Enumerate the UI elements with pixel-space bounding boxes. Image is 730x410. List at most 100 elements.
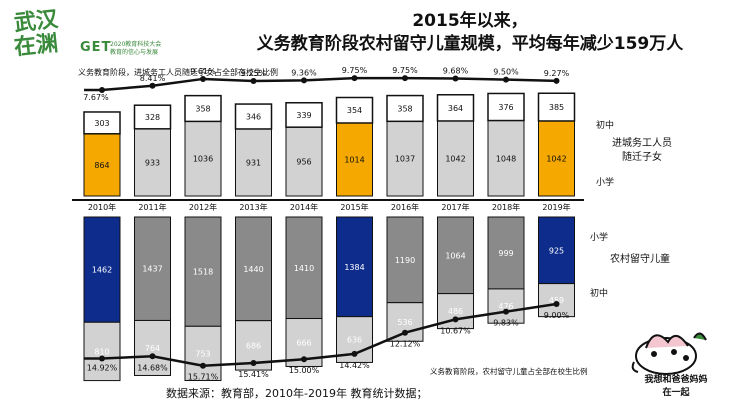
label-migrant-share: 9.27% (544, 69, 570, 78)
label-leftbehind-primary: 1437 (142, 265, 162, 274)
label-leftbehind-primary: 1462 (92, 266, 112, 275)
label-leftbehind-primary: 1064 (445, 251, 465, 260)
label-leftbehind-junior: 686 (246, 341, 261, 350)
bar-migrant-junior (537, 92, 576, 122)
bar-migrant-junior (436, 94, 475, 122)
bar-leftbehind-primary (538, 216, 575, 285)
bar-migrant-junior (83, 111, 121, 135)
bar-leftbehind-junior (487, 288, 525, 324)
label-leftbehind-primary: 1384 (344, 263, 364, 272)
bar-leftbehind-primary (235, 216, 272, 322)
label-leftbehind-share: 14.68% (137, 363, 168, 372)
bar-leftbehind-primary (83, 216, 121, 323)
bar-migrant-junior (335, 96, 374, 124)
label-migrant-junior: 303 (94, 119, 109, 128)
bar-leftbehind-primary (184, 216, 222, 327)
bar-migrant-primary (487, 120, 525, 197)
point-migrant-share (250, 77, 257, 84)
label-leftbehind-share: 14.92% (87, 363, 118, 372)
label-migrant-share: 9.75% (342, 66, 368, 75)
label-migrant-share: 9.50% (493, 68, 519, 77)
point-leftbehind-share (351, 350, 358, 357)
point-migrant-share (351, 75, 358, 82)
label-migrant-junior: 339 (296, 111, 311, 120)
x-tick-label: 2013年 (239, 202, 267, 212)
bar-leftbehind-junior (184, 325, 222, 382)
label-leftbehind-junior: 486 (448, 307, 463, 316)
bottom-series-label: 义务教育阶段，农村留守儿童占全部在校生比例 (430, 366, 588, 376)
point-leftbehind-share (250, 359, 257, 366)
point-migrant-share (402, 75, 408, 82)
bar-leftbehind-primary (336, 216, 373, 318)
bar-migrant-junior (133, 104, 172, 130)
point-leftbehind-share (402, 329, 408, 336)
legend-top-group-line1: 进城务工人员 (612, 136, 672, 149)
chart-title: 2015年以来， 义务教育阶段农村留守儿童规模，平均每年减少159万人 (220, 10, 720, 56)
label-migrant-share: 9.61% (190, 67, 216, 76)
point-leftbehind-share (301, 356, 307, 363)
label-migrant-share: 9.75% (392, 66, 418, 75)
point-leftbehind-share (553, 301, 560, 307)
label-migrant-share: 7.67% (83, 93, 109, 102)
cartoon-caption-line2: 在一起 (662, 388, 690, 398)
top-series-label: 义务教育阶段，进城务工人员随迁子女占全部在校生比例 (78, 68, 278, 77)
label-leftbehind-junior: 764 (145, 344, 160, 353)
x-tick-label: 2018年 (492, 202, 520, 212)
label-migrant-junior: 328 (145, 113, 160, 122)
label-migrant-junior: 358 (195, 105, 210, 114)
label-leftbehind-share: 9.00% (544, 311, 570, 320)
label-leftbehind-share: 10.67% (440, 326, 471, 335)
legend-top-lower: 小学 (596, 176, 614, 188)
label-migrant-junior: 346 (246, 113, 261, 122)
conference-line2: 教育的信心与发展 (110, 49, 159, 56)
label-migrant-primary: 1036 (193, 155, 213, 164)
label-leftbehind-junior: 459 (549, 296, 564, 305)
bar-leftbehind-primary (285, 216, 323, 320)
bar-leftbehind-primary (386, 216, 424, 304)
label-leftbehind-primary: 1518 (193, 268, 213, 277)
label-leftbehind-share: 15.41% (238, 370, 269, 379)
x-tick-label: 2016年 (391, 202, 419, 212)
label-leftbehind-primary: 1190 (395, 256, 415, 265)
x-tick-label: 2010年 (88, 202, 116, 212)
bar-migrant-junior (285, 102, 323, 128)
point-leftbehind-share (149, 353, 156, 360)
x-tick-label: 2019年 (542, 202, 570, 212)
label-leftbehind-junior: 810 (94, 347, 109, 356)
bar-leftbehind-primary (134, 216, 171, 321)
label-migrant-primary: 931 (246, 158, 261, 167)
bar-migrant-junior (386, 94, 424, 123)
label-migrant-share: 9.68% (443, 67, 469, 76)
label-migrant-primary: 1014 (344, 155, 364, 164)
point-migrant-share (149, 82, 156, 89)
x-tick-label: 2011年 (138, 202, 166, 212)
conference-name: 2020教育科技大会 教育的信心与发展 (110, 41, 161, 57)
label-migrant-junior: 358 (397, 104, 412, 113)
label-migrant-junior: 385 (549, 103, 564, 112)
label-migrant-primary: 1037 (395, 155, 415, 164)
label-migrant-primary: 1042 (445, 154, 465, 163)
cartoon-caption: 我想和爸爸妈妈 在一起 (628, 374, 724, 400)
legend-bottom-lower: 初中 (590, 287, 608, 299)
label-leftbehind-junior: 666 (296, 338, 311, 347)
bar-leftbehind-primary (487, 216, 525, 290)
label-leftbehind-junior: 476 (498, 302, 513, 311)
bar-leftbehind-junior (538, 283, 575, 318)
label-migrant-share: 8.41% (140, 74, 166, 83)
bar-leftbehind-junior (83, 321, 121, 382)
x-tick-label: 2017年 (441, 202, 469, 212)
label-migrant-primary: 933 (145, 158, 160, 167)
title-line1: 2015年以来， (412, 11, 528, 31)
label-migrant-primary: 864 (94, 161, 109, 170)
x-tick-label: 2014年 (290, 202, 318, 212)
legend-bottom-upper: 小学 (590, 231, 608, 243)
point-migrant-share (553, 77, 560, 84)
label-leftbehind-primary: 999 (498, 249, 513, 258)
label-migrant-primary: 1048 (496, 154, 516, 163)
label-migrant-share: 9.36% (291, 68, 317, 77)
bar-migrant-primary (437, 120, 474, 197)
label-leftbehind-primary: 925 (549, 246, 564, 255)
title-line2: 义务教育阶段农村留守儿童规模，平均每年减少159万人 (256, 34, 684, 54)
bar-migrant-primary (83, 133, 121, 197)
label-migrant-share: 9.25% (241, 69, 267, 78)
